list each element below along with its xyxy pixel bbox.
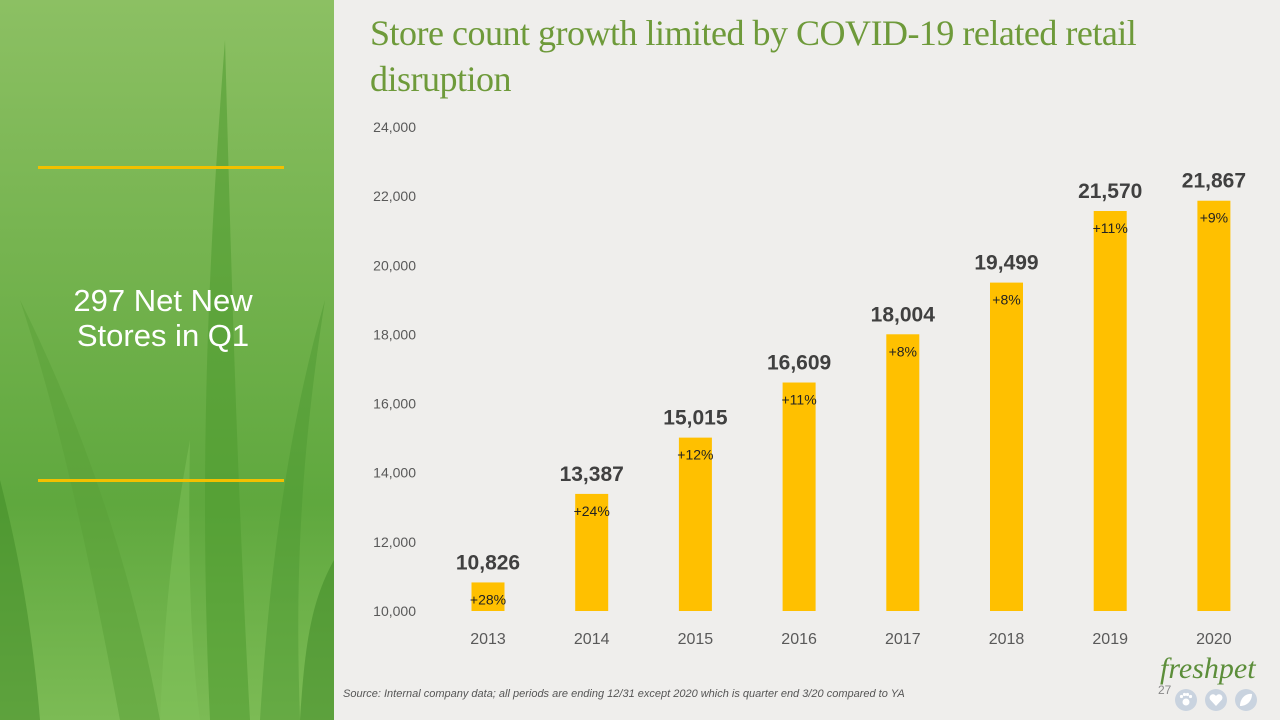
x-tick-label: 2016: [781, 631, 817, 648]
bar: [575, 493, 609, 611]
bar: [886, 334, 920, 611]
grass-background-image: [0, 40, 334, 720]
top-accent-rule: [38, 166, 284, 169]
growth-label: +11%: [1093, 220, 1128, 236]
x-axis: 2013 2014 2015 2016 2017 2018 2019 2020: [470, 631, 1232, 648]
x-tick-label: 2019: [1092, 631, 1128, 648]
y-tick-label: 24,000: [373, 119, 416, 135]
bars-group: 10,826 +28% 13,387 +24% 15,015 +12% 16,609 +11%…: [456, 170, 1246, 612]
source-footnote: Source: Internal company data; all perio…: [343, 688, 905, 700]
bar: [782, 382, 816, 611]
bar-value-label: 21,570: [1078, 180, 1142, 203]
x-tick-label: 2014: [574, 631, 610, 648]
bar-value-label: 10,826: [456, 551, 520, 574]
page-number: 27: [1158, 683, 1172, 697]
x-tick-label: 2017: [885, 631, 921, 648]
y-tick-label: 22,000: [373, 188, 416, 204]
logo-icons: [1175, 689, 1257, 711]
bar: [678, 437, 712, 611]
x-tick-label: 2018: [989, 631, 1025, 648]
heart-icon: [1205, 689, 1227, 711]
y-tick-label: 14,000: [373, 465, 416, 481]
bottom-accent-rule: [38, 479, 284, 482]
growth-label: +24%: [574, 503, 610, 519]
growth-label: +11%: [782, 392, 817, 408]
y-tick-label: 10,000: [373, 603, 416, 619]
slide-title: Store count growth limited by COVID-19 r…: [370, 13, 1137, 99]
left-panel: 297 Net New Stores in Q1: [0, 0, 334, 720]
store-count-bar-chart: 10,000 12,000 14,000 16,000 18,000 20,000 22,0…: [373, 119, 1246, 648]
x-tick-label: 2013: [470, 631, 506, 648]
y-tick-label: 18,000: [373, 326, 416, 342]
x-tick-label: 2015: [678, 631, 714, 648]
y-axis: 10,000 12,000 14,000 16,000 18,000 20,000 22,0…: [373, 119, 416, 619]
x-tick-label: 2020: [1196, 631, 1232, 648]
bar: [990, 282, 1023, 611]
freshpet-logo: freshpet: [1160, 652, 1270, 716]
bar-value-label: 15,015: [663, 407, 728, 430]
leaf-icon: [1235, 689, 1257, 711]
bar-value-label: 13,387: [560, 463, 624, 486]
sidebar-headline: 297 Net New Stores in Q1: [73, 283, 253, 353]
bar-value-label: 16,609: [767, 352, 831, 375]
logo-wordmark: freshpet: [1160, 652, 1256, 685]
bar: [1197, 200, 1231, 612]
growth-label: +9%: [1200, 210, 1228, 226]
y-tick-label: 16,000: [373, 396, 416, 412]
bar: [1093, 211, 1127, 611]
growth-label: +12%: [677, 447, 713, 463]
y-tick-label: 12,000: [373, 534, 416, 550]
paw-icon: [1175, 689, 1197, 711]
growth-label: +8%: [992, 292, 1020, 308]
y-tick-label: 20,000: [373, 257, 416, 273]
growth-label: +8%: [889, 343, 917, 359]
bar-value-label: 19,499: [974, 252, 1038, 275]
growth-label: +28%: [470, 591, 506, 607]
bar-value-label: 21,867: [1182, 170, 1246, 193]
bar-value-label: 18,004: [871, 303, 936, 326]
bar: [471, 582, 505, 611]
